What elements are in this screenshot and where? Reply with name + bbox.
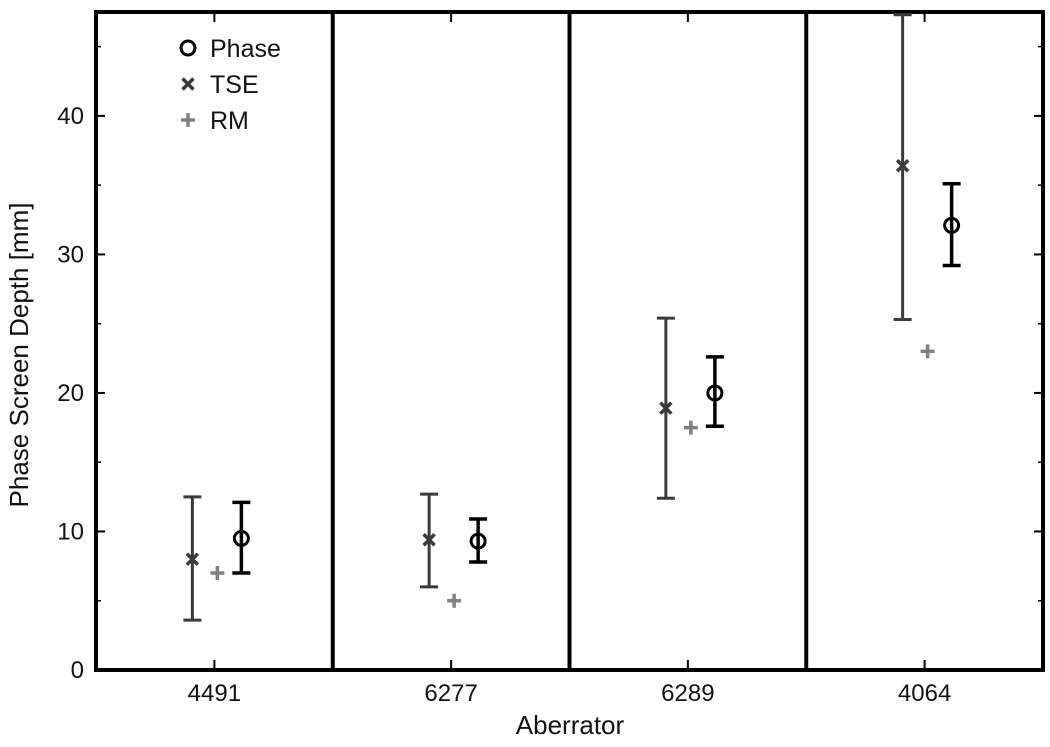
legend-label-tse: TSE: [210, 71, 259, 99]
data-point-rm: [920, 344, 935, 359]
x-tick-label: 4491: [188, 680, 241, 707]
data-point-phase: [232, 529, 250, 547]
y-tick-label: 0: [71, 657, 84, 684]
legend-marker-tse: [181, 77, 195, 91]
x-axis-title: Aberrator: [516, 710, 625, 740]
data-point-phase: [469, 532, 487, 550]
x-tick-label: 6277: [424, 680, 477, 707]
plot-area: 0 10 20 30 40 4491 6277 6289 4064: [57, 10, 1045, 707]
y-tick-label: 30: [57, 241, 84, 268]
y-axis-title: Phase Screen Depth [mm]: [4, 203, 34, 508]
y-tick-label: 20: [57, 380, 84, 407]
legend: Phase TSE RM: [179, 35, 281, 135]
y-tick-label: 40: [57, 103, 84, 130]
data-point-rm: [683, 420, 698, 435]
legend-label-phase: Phase: [210, 35, 281, 63]
data-point-tse: [422, 533, 436, 547]
data-point-phase: [706, 384, 724, 402]
data-point-rm: [210, 566, 225, 581]
legend-marker-rm: [181, 113, 195, 127]
y-tick-label: 10: [57, 518, 84, 545]
data-point-rm: [447, 593, 462, 608]
data-point-tse: [185, 552, 200, 566]
data-point-phase: [943, 216, 961, 234]
data-point-tse: [659, 401, 673, 415]
x-tick-label: 6289: [661, 680, 714, 707]
legend-marker-phase: [179, 39, 197, 57]
legend-label-rm: RM: [210, 107, 249, 135]
x-tick-label: 4064: [898, 680, 951, 707]
data-point-tse: [895, 159, 910, 173]
